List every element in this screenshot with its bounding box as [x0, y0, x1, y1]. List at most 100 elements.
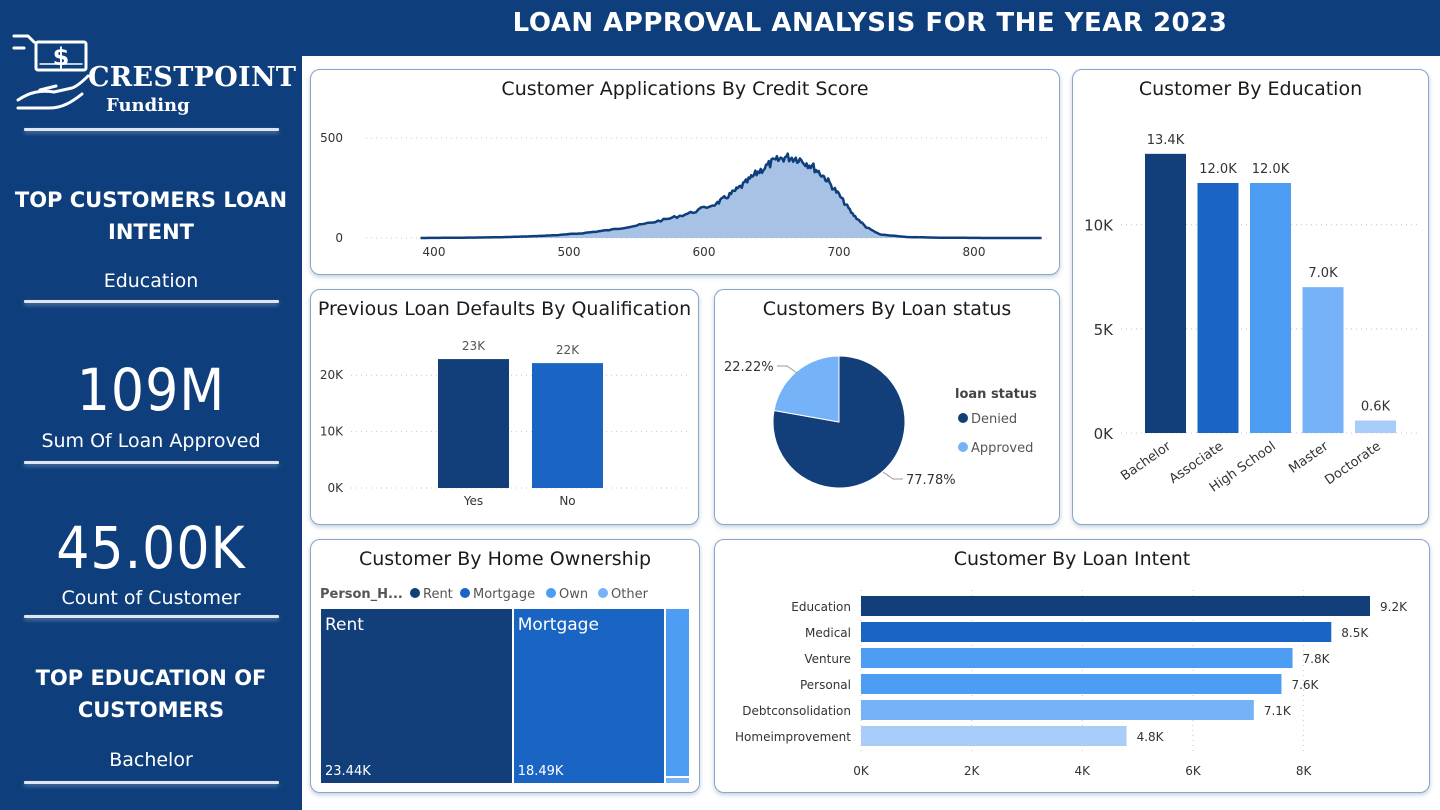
bar-debtconsolidation [861, 700, 1254, 720]
sum-loan-label: Sum Of Loan Approved [41, 430, 261, 452]
logo-name: CRESTPOINT [88, 62, 297, 93]
y-tick-label: Venture [804, 652, 851, 666]
bar-doctorate [1355, 420, 1396, 433]
data-label: 7.6K [1291, 678, 1319, 692]
x-tick-label: 2K [964, 764, 981, 778]
bar-no [532, 363, 603, 488]
bar-personal [861, 674, 1282, 694]
x-tick-label: 0K [853, 764, 870, 778]
top-loan-intent-value: Education [103, 270, 199, 292]
bar-medical [861, 622, 1332, 642]
legend-item: Own [559, 587, 588, 602]
x-tick-label: 6K [1185, 764, 1202, 778]
count-customer-value: 45.00K [56, 514, 246, 582]
page-title: LOAN APPROVAL ANALYSIS FOR THE YEAR 2023 [512, 8, 1228, 38]
x-tick-label: 500 [558, 245, 581, 259]
chart-title: Customer Applications By Credit Score [501, 78, 869, 100]
x-tick-label: Bachelor [1118, 439, 1174, 484]
education-card[interactable]: Customer By Education 0K 5K 10K 13.4K Bachel… [1072, 69, 1429, 525]
sum-loan-value: 109M [76, 356, 226, 424]
data-label: 12.0K [1252, 162, 1290, 177]
bar-venture [861, 648, 1293, 668]
credit-score-chart: 0 500 400 500 600 700 800 [320, 131, 1047, 259]
y-tick-label: Homeimprovement [735, 730, 851, 744]
legend-marker [546, 588, 556, 598]
home-ownership-treemap: Rent 23.44K Mortgage 18.49K [320, 608, 690, 784]
y-tick-label: 5K [1094, 321, 1115, 339]
data-label: 8.5K [1341, 626, 1369, 640]
y-tick-label: 500 [320, 131, 343, 145]
bar-high-school [1250, 183, 1291, 433]
top-education-value: Bachelor [109, 749, 193, 771]
credit-score-card[interactable]: Customer Applications By Credit Score 0 5… [310, 69, 1060, 275]
y-tick-label: 10K [1084, 217, 1114, 235]
divider [24, 781, 279, 784]
x-tick-label: 400 [423, 245, 446, 259]
bar-master [1302, 287, 1344, 433]
y-tick-label: Medical [805, 626, 851, 640]
x-tick-label: Doctorate [1322, 439, 1384, 488]
y-tick-label: 10K [320, 425, 344, 439]
x-tick-label: Master [1286, 439, 1332, 477]
loan-intent-chart: 0K 2K 4K 6K 8K Education 9.2K Medical 8.5K Ventur… [735, 590, 1408, 778]
loan-status-card[interactable]: Customers By Loan status 77.78% 22.22% loa… [714, 289, 1060, 525]
sidebar: $ CRESTPOINT Funding TOP CUSTOMERS LOAN … [0, 0, 302, 810]
legend-item: Approved [971, 441, 1033, 456]
top-loan-intent-heading: TOP CUSTOMERS LOAN INTENT [14, 188, 288, 244]
data-label: 4.8K [1137, 730, 1165, 744]
data-label: 7.8K [1303, 652, 1331, 666]
bar-education [861, 596, 1370, 616]
data-label: 0.6K [1361, 400, 1391, 415]
treemap-tile-rent: Rent 23.44K [320, 608, 513, 784]
loan-defaults-chart: 0K 10K 20K 23K Yes 22K No [320, 339, 689, 508]
y-tick-label: 0 [335, 231, 343, 245]
chart-title: Customer By Loan Intent [953, 548, 1191, 570]
tile-label: Rent [325, 615, 364, 635]
divider [24, 300, 279, 303]
loan-defaults-card[interactable]: Previous Loan Defaults By Qualification … [310, 289, 699, 525]
chart-title: Customers By Loan status [762, 298, 1012, 320]
treemap-tile-mortgage: Mortgage 18.49K [512, 608, 665, 784]
home-ownership-card[interactable]: Customer By Home Ownership Person_H... Re… [310, 539, 700, 793]
y-tick-label: Personal [800, 678, 851, 692]
data-label: 9.2K [1380, 600, 1408, 614]
legend-item: Denied [971, 412, 1017, 427]
treemap-tile-other [664, 777, 690, 784]
x-tick-label: 800 [963, 245, 986, 259]
bar-bachelor [1145, 153, 1186, 433]
y-tick-label: 0K [327, 481, 344, 495]
divider [24, 128, 279, 131]
divider [24, 615, 279, 618]
data-label: 12.0K [1199, 162, 1237, 177]
data-label: 7.0K [1308, 266, 1338, 281]
legend-marker [410, 588, 420, 598]
tile-value: 23.44K [325, 764, 371, 779]
pie-slice-approved [773, 355, 840, 423]
education-chart: 0K5K10K13.4KBachelor12.0KAssociate12.0KH… [1084, 133, 1419, 496]
tile-value: 18.49K [517, 764, 564, 779]
y-tick-label: Debtconsolidation [742, 704, 851, 718]
tile-label: Mortgage [517, 615, 599, 635]
legend-item: Mortgage [473, 587, 535, 602]
count-customer-label: Count of Customer [61, 587, 241, 609]
bar-yes [438, 359, 509, 488]
x-tick-label: 8K [1296, 764, 1313, 778]
top-education-heading: TOP EDUCATION OF CUSTOMERS [35, 666, 267, 722]
y-tick-label: 0K [1094, 425, 1115, 443]
series-line [420, 152, 1042, 240]
x-tick-label: 4K [1075, 764, 1092, 778]
treemap-tile-own [664, 608, 690, 778]
legend-marker [460, 588, 470, 598]
bar-homeimprovement [861, 726, 1127, 746]
x-tick-label: 600 [693, 245, 716, 259]
logo-subtitle: Funding [106, 95, 190, 116]
chart-title: Customer By Home Ownership [358, 548, 652, 570]
loan-intent-card[interactable]: Customer By Loan Intent 0K 2K 4K 6K 8K Educat… [714, 539, 1430, 793]
data-label: 22.22% [724, 360, 774, 375]
legend-marker [958, 413, 968, 423]
x-tick-label: 700 [828, 245, 851, 259]
loan-status-chart: 77.78% 22.22% loan status Denied Approved [724, 355, 1037, 489]
data-label: 13.4K [1147, 133, 1185, 148]
x-tick-label: Yes [463, 494, 483, 508]
pie-slice-denied [772, 355, 906, 489]
